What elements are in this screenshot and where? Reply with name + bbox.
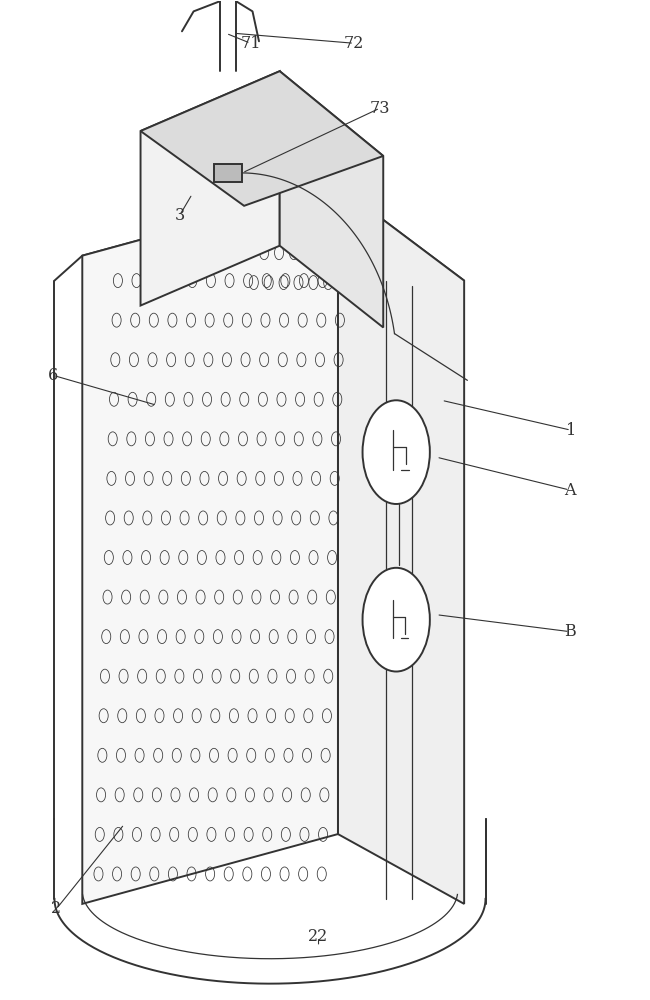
Text: 72: 72: [344, 35, 364, 52]
Polygon shape: [140, 71, 280, 306]
Text: A: A: [564, 482, 575, 499]
Text: B: B: [564, 623, 575, 640]
Polygon shape: [338, 186, 464, 904]
Polygon shape: [214, 164, 242, 182]
Text: 22: 22: [308, 928, 329, 945]
Circle shape: [363, 400, 430, 504]
Circle shape: [363, 568, 430, 672]
Text: 71: 71: [240, 35, 261, 52]
Polygon shape: [140, 71, 384, 206]
Polygon shape: [83, 186, 464, 350]
Text: 1: 1: [566, 422, 576, 439]
Text: 2: 2: [51, 900, 62, 917]
Text: 3: 3: [174, 207, 185, 224]
Polygon shape: [83, 186, 338, 904]
Text: 73: 73: [370, 100, 390, 117]
Polygon shape: [280, 71, 384, 327]
Text: 6: 6: [48, 367, 58, 384]
